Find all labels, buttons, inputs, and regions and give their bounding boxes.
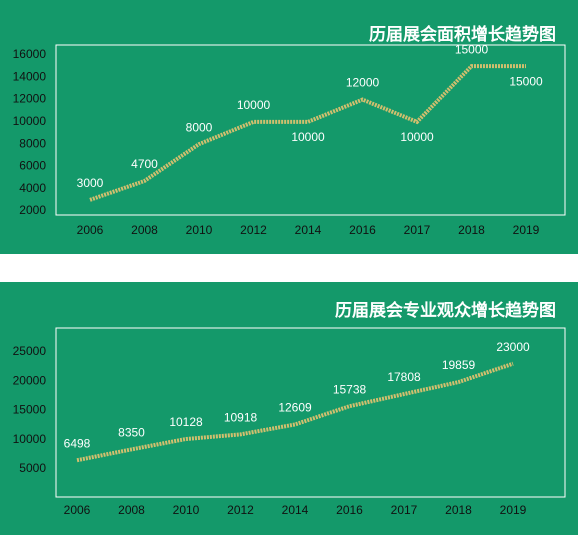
y-tick-label: 4000 (19, 181, 46, 195)
x-tick-label: 2006 (77, 223, 104, 237)
data-label: 8350 (118, 426, 145, 440)
data-line (89, 64, 526, 202)
y-tick-label: 14000 (13, 69, 47, 83)
x-tick-label: 2016 (336, 503, 363, 517)
data-label: 10000 (291, 130, 325, 144)
data-label: 8000 (186, 120, 213, 134)
data-label: 15738 (333, 382, 367, 396)
data-label: 10000 (400, 130, 434, 144)
data-label: 15000 (509, 74, 543, 88)
x-tick-label: 2010 (186, 223, 213, 237)
data-label: 6498 (64, 436, 91, 450)
x-tick-label: 2006 (64, 503, 91, 517)
x-tick-label: 2014 (282, 503, 309, 517)
panel-background (0, 282, 578, 535)
data-label: 17808 (387, 370, 421, 384)
y-tick-label: 5000 (19, 461, 46, 475)
x-tick-label: 2017 (404, 223, 431, 237)
x-tick-label: 2017 (391, 503, 418, 517)
data-label: 19859 (442, 358, 476, 372)
y-tick-label: 16000 (13, 47, 47, 61)
x-tick-label: 2010 (173, 503, 200, 517)
y-tick-label: 8000 (19, 136, 46, 150)
y-tick-label: 25000 (13, 344, 47, 358)
data-label: 12609 (278, 401, 312, 415)
x-tick-label: 2012 (227, 503, 254, 517)
x-tick-label: 2012 (240, 223, 267, 237)
y-tick-label: 10000 (13, 432, 47, 446)
x-tick-label: 2008 (118, 503, 145, 517)
y-tick-label: 15000 (13, 403, 47, 417)
x-tick-label: 2018 (458, 223, 485, 237)
data-label: 4700 (131, 157, 158, 171)
y-tick-label: 6000 (19, 159, 46, 173)
plot-frame (55, 44, 566, 216)
x-tick-label: 2019 (500, 503, 527, 517)
y-tick-label: 12000 (13, 92, 47, 106)
data-label: 10000 (237, 98, 271, 112)
x-tick-label: 2008 (131, 223, 158, 237)
x-tick-label: 2014 (295, 223, 322, 237)
panel-background (0, 0, 578, 254)
data-label: 10128 (169, 415, 203, 429)
x-tick-label: 2018 (445, 503, 472, 517)
plot-frame (55, 327, 566, 498)
y-tick-label: 20000 (13, 373, 47, 387)
data-label: 3000 (77, 176, 104, 190)
data-label: 10918 (224, 411, 258, 425)
y-tick-label: 2000 (19, 203, 46, 217)
x-tick-label: 2016 (349, 223, 376, 237)
y-tick-label: 10000 (13, 114, 47, 128)
x-tick-label: 2019 (513, 223, 540, 237)
data-label: 23000 (496, 340, 530, 354)
chart-title: 历届展会专业观众增长趋势图 (335, 300, 556, 321)
chart-title: 历届展会面积增长趋势图 (369, 24, 556, 45)
data-label: 15000 (455, 42, 489, 56)
data-label: 12000 (346, 76, 380, 90)
